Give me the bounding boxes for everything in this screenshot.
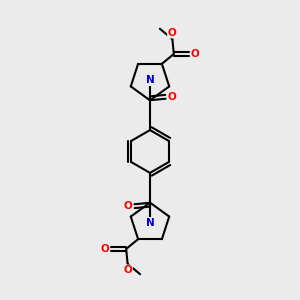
- Text: O: O: [100, 244, 109, 254]
- Text: N: N: [146, 218, 154, 228]
- Text: O: O: [124, 201, 132, 211]
- Text: N: N: [146, 75, 154, 85]
- Text: O: O: [168, 28, 177, 38]
- Text: O: O: [191, 49, 200, 59]
- Text: O: O: [168, 92, 176, 102]
- Text: O: O: [123, 266, 132, 275]
